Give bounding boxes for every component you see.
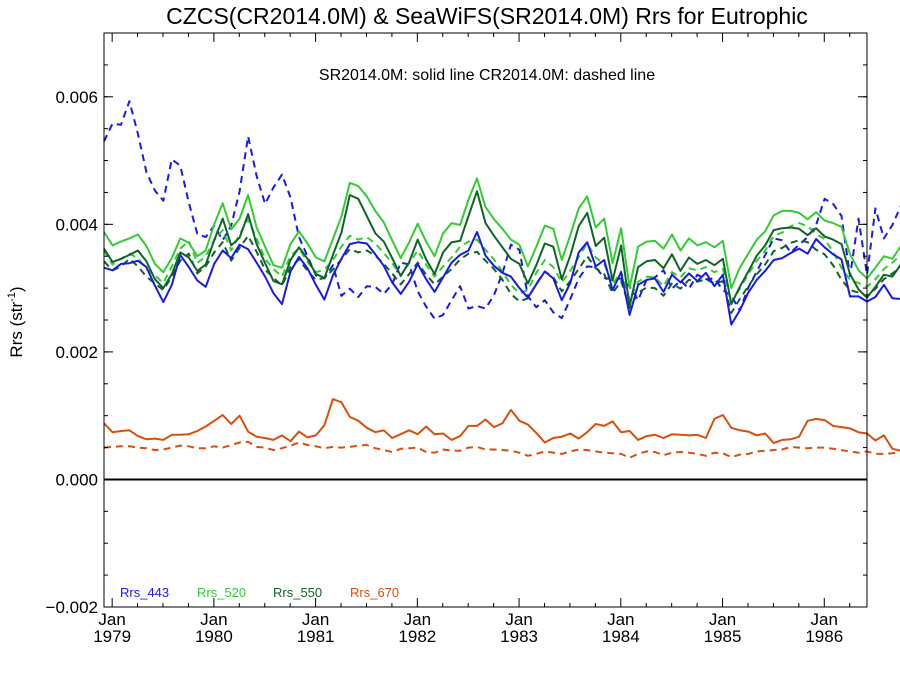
series-line-rrs-443-sr2014-0m bbox=[103, 231, 900, 326]
y-axis-title-main: Rrs (str bbox=[7, 302, 26, 358]
x-tick-month-1982: Jan bbox=[404, 610, 431, 629]
axis-layer: 0.0060.0040.0020.000−0.002Jan1979Jan1980… bbox=[46, 32, 868, 646]
y-tick-label-0000: 0.000 bbox=[55, 470, 98, 489]
x-tick-year-1983: 1983 bbox=[500, 627, 538, 646]
x-tick-month-1981: Jan bbox=[302, 610, 329, 629]
chart-subtitle: SR2014.0M: solid line CR2014.0M: dashed … bbox=[319, 67, 655, 84]
series-line-rrs-670-sr2014-0m bbox=[103, 398, 900, 452]
series-line-rrs-443-cr2014-0m bbox=[103, 100, 900, 320]
x-tick-year-1980: 1980 bbox=[195, 627, 233, 646]
x-tick-year-1982: 1982 bbox=[398, 627, 436, 646]
series-layer bbox=[103, 100, 900, 481]
x-tick-month-1985: Jan bbox=[709, 610, 736, 629]
y-axis-title: Rrs (str-1) bbox=[6, 286, 26, 357]
y-tick-label-0002: 0.002 bbox=[55, 343, 98, 362]
x-tick-year-1986: 1986 bbox=[805, 627, 843, 646]
x-tick-month-1986: Jan bbox=[811, 610, 838, 629]
x-tick-year-1979: 1979 bbox=[93, 627, 131, 646]
series-line-rrs-670-cr2014-0m bbox=[103, 440, 900, 459]
x-tick-year-1984: 1984 bbox=[602, 627, 640, 646]
y-axis-title-superscript: -1 bbox=[6, 292, 18, 302]
series-line-rrs-520-sr2014-0m bbox=[103, 177, 900, 290]
chart-title: CZCS(CR2014.0M) & SeaWiFS(SR2014.0M) Rrs… bbox=[166, 3, 808, 29]
x-tick-year-1981: 1981 bbox=[297, 627, 335, 646]
y-axis-title-close: ) bbox=[7, 286, 26, 292]
x-tick-month-1979: Jan bbox=[98, 610, 125, 629]
legend-label-rrs-670: Rrs_670 bbox=[350, 585, 399, 600]
x-tick-year-1985: 1985 bbox=[704, 627, 742, 646]
series-line-rrs-520-cr2014-0m bbox=[103, 218, 900, 305]
x-tick-month-1980: Jan bbox=[200, 610, 227, 629]
y-tick-label-0002: −0.002 bbox=[46, 598, 98, 617]
legend-layer: Rrs_443 Rrs_520 Rrs_550 Rrs_670 bbox=[120, 585, 399, 600]
legend-label-rrs-443: Rrs_443 bbox=[120, 585, 169, 600]
y-tick-label-0006: 0.006 bbox=[55, 88, 98, 107]
legend-label-rrs-550: Rrs_550 bbox=[273, 585, 322, 600]
plot-frame bbox=[103, 32, 868, 608]
x-tick-month-1984: Jan bbox=[607, 610, 634, 629]
y-tick-label-0004: 0.004 bbox=[55, 215, 98, 234]
legend-label-rrs-520: Rrs_520 bbox=[197, 585, 246, 600]
series-line-rrs-550-sr2014-0m bbox=[103, 190, 900, 308]
x-tick-month-1983: Jan bbox=[505, 610, 532, 629]
